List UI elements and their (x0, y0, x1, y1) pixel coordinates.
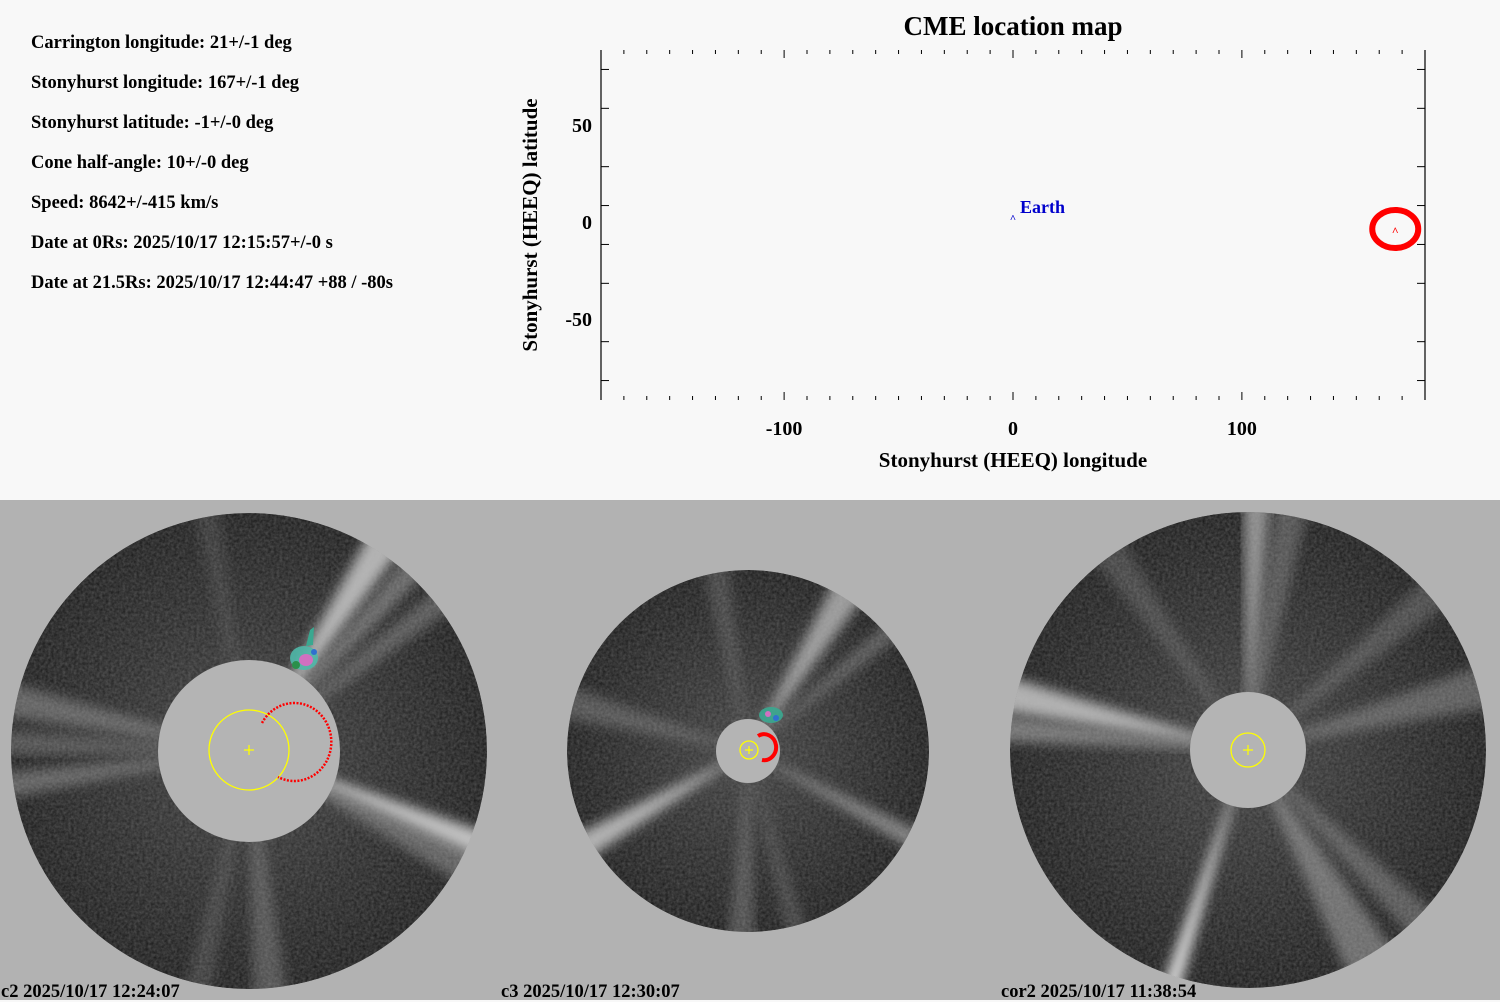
c3-sun-circle (739, 740, 759, 760)
cme-triangle-icon: ^ (1392, 224, 1399, 238)
chart-ticks (601, 50, 1425, 400)
chart-title: CME location map (904, 11, 1123, 41)
y-tick-label: -50 (565, 309, 592, 331)
x-axis-label: Stonyhurst (HEEQ) longitude (879, 448, 1147, 472)
coronagraph-images (11, 512, 1486, 989)
coronagraph-panels: c2 2025/10/17 12:24:07 c3 2025/10/17 12:… (0, 500, 1500, 1002)
cone-half-angle: Cone half-angle: 10+/-0 deg (31, 153, 249, 173)
y-axis-label: Stonyhurst (HEEQ) latitude (518, 98, 542, 351)
cme-circle-icon (1369, 206, 1422, 251)
parameters-and-map: Carrington longitude: 21+/-1 deg Stonyhu… (0, 0, 1500, 500)
x-tick-label: -100 (766, 418, 803, 440)
cme-location-map: CME location map -100 0 100 50 0 -50 Sto… (518, 11, 1426, 472)
c3-image (567, 570, 929, 932)
earth-triangle-icon: ^ (1010, 213, 1016, 225)
c3-cme-fit-arc (756, 732, 779, 763)
c3-occulter (716, 719, 780, 783)
speed: Speed: 8642+/-415 km/s (31, 193, 219, 213)
c3-sun-center-icon (745, 746, 753, 754)
date-at-0rs: Date at 0Rs: 2025/10/17 12:15:57+/-0 s (31, 233, 333, 253)
c2-sun-center-icon (244, 745, 254, 755)
earth-marker: ^ Earth (1010, 197, 1065, 225)
cor2-sun-center-icon (1243, 745, 1253, 755)
x-tick-label: 100 (1227, 418, 1257, 440)
c2-cme-blob (290, 627, 318, 670)
x-tick-label: 0 (1008, 418, 1018, 440)
y-tick-labels: 50 0 -50 (565, 115, 592, 331)
c2-cme-fit-arc (260, 701, 333, 783)
earth-label: Earth (1020, 197, 1065, 217)
cor2-sun-circle (1230, 732, 1266, 768)
c2-sun-circle (208, 709, 290, 791)
cor2-panel-label: cor2 2025/10/17 11:38:54 (1001, 982, 1197, 1002)
c3-cme-blob (759, 707, 783, 723)
c3-panel-label: c3 2025/10/17 12:30:07 (501, 982, 680, 1002)
cor2-image (1010, 512, 1486, 988)
carrington-longitude: Carrington longitude: 21+/-1 deg (31, 33, 292, 53)
y-tick-label: 0 (582, 212, 592, 234)
c2-image (11, 513, 487, 989)
stonyhurst-longitude: Stonyhurst longitude: 167+/-1 deg (31, 73, 300, 93)
chart-axes (600, 50, 1426, 400)
c2-panel-label: c2 2025/10/17 12:24:07 (1, 982, 180, 1002)
stonyhurst-latitude: Stonyhurst latitude: -1+/-0 deg (31, 113, 274, 133)
date-at-21-5rs: Date at 21.5Rs: 2025/10/17 12:44:47 +88 … (31, 273, 394, 293)
cme-marker: ^ (1369, 206, 1422, 251)
x-tick-labels: -100 0 100 (766, 418, 1257, 440)
y-tick-label: 50 (572, 115, 592, 137)
